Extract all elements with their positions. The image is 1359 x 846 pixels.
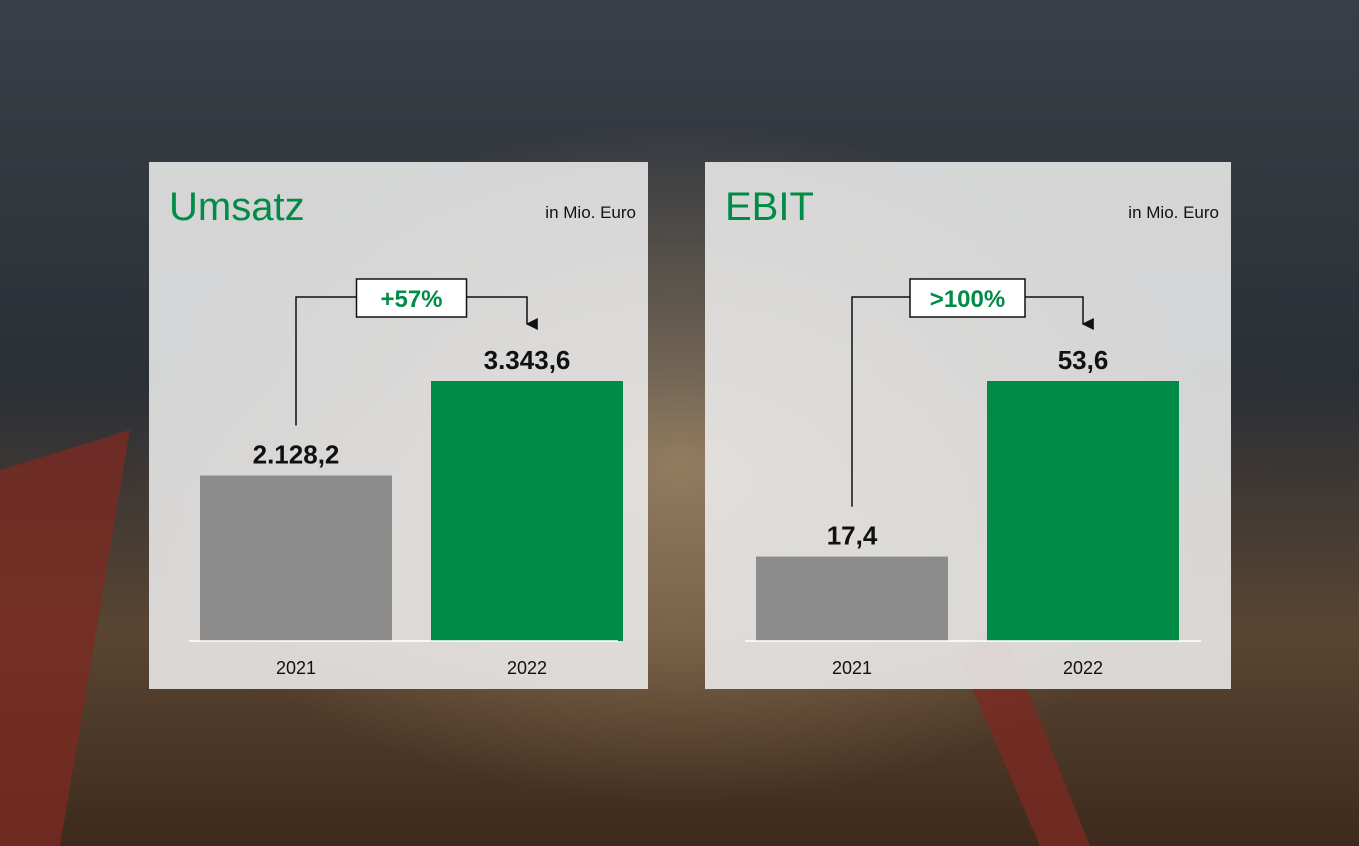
x-tick-label: 2022 [507, 658, 547, 678]
background-tray [0, 430, 130, 846]
value-label: 17,4 [827, 521, 878, 551]
value-label: 3.343,6 [484, 345, 571, 375]
bar [431, 381, 623, 641]
growth-connector [295, 296, 357, 426]
growth-box [355, 278, 468, 318]
x-tick-label: 2022 [1063, 658, 1103, 678]
growth-label: >100% [930, 286, 1005, 313]
chart-title: EBIT [725, 185, 814, 229]
growth-arrow [466, 296, 538, 330]
chart-subtitle: in Mio. Euro [1128, 203, 1219, 222]
value-label: 2.128,2 [253, 440, 340, 470]
growth-arrow [1025, 296, 1094, 330]
value-label: 53,6 [1058, 345, 1109, 375]
chart-subtitle: in Mio. Euro [545, 203, 636, 222]
bar [756, 556, 948, 641]
chart-panel: Umsatz in Mio. Euro 2.128,2 2021 3.343,6 2022… [149, 162, 648, 689]
bar [987, 381, 1179, 641]
bar [200, 475, 392, 641]
x-tick-label: 2021 [276, 658, 316, 678]
chart-title: Umsatz [169, 185, 305, 229]
chart-panel: EBIT in Mio. Euro 17,4 2021 53,6 2022 >100% [705, 162, 1231, 689]
growth-connector [851, 296, 910, 507]
x-tick-label: 2021 [832, 658, 872, 678]
growth-box [909, 278, 1026, 318]
growth-label: +57% [380, 286, 442, 313]
